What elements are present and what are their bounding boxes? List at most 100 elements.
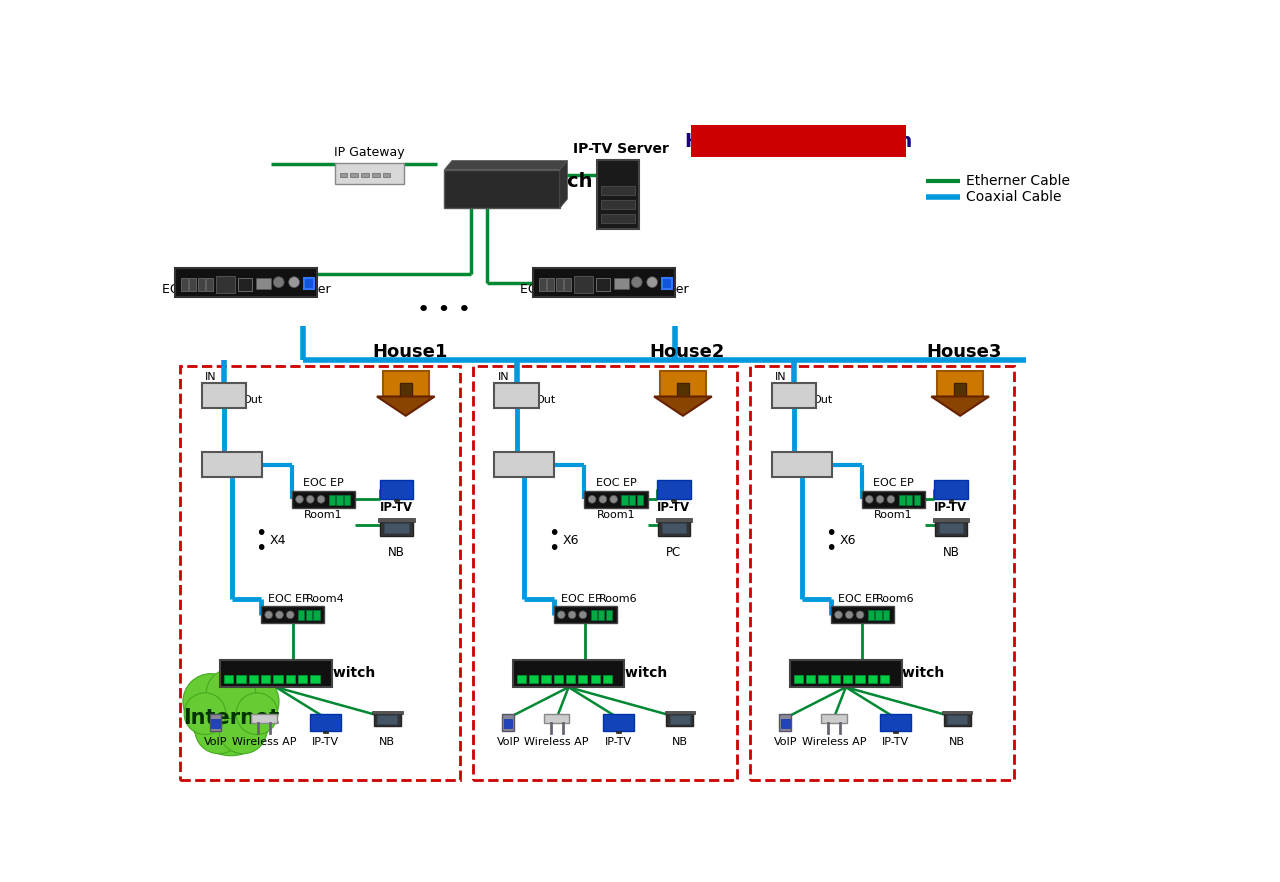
Text: EOC EP: EOC EP: [873, 478, 914, 488]
Circle shape: [191, 676, 271, 756]
Circle shape: [558, 611, 566, 618]
Text: Switch: Switch: [892, 666, 945, 680]
Bar: [324, 731, 328, 734]
Text: •: •: [548, 539, 559, 558]
Bar: [881, 714, 911, 731]
Bar: [772, 452, 832, 477]
Bar: [494, 452, 554, 477]
Text: • • •: • • •: [417, 300, 471, 320]
Text: •: •: [548, 524, 559, 542]
Bar: [947, 715, 968, 724]
Text: NB: NB: [379, 736, 396, 747]
Text: VoIP: VoIP: [204, 736, 228, 747]
Bar: [600, 200, 635, 209]
Text: Room1: Room1: [596, 511, 635, 520]
Bar: [189, 278, 196, 291]
Bar: [372, 711, 402, 714]
Bar: [310, 714, 340, 731]
Bar: [261, 675, 270, 683]
Circle shape: [206, 669, 256, 719]
Bar: [180, 366, 460, 780]
Text: IN: IN: [498, 372, 509, 382]
Bar: [517, 675, 526, 683]
Bar: [298, 675, 307, 683]
Bar: [942, 711, 973, 714]
Bar: [314, 610, 320, 620]
Bar: [955, 383, 966, 397]
Bar: [310, 675, 320, 683]
Bar: [305, 279, 314, 289]
Text: Room4: Room4: [306, 594, 346, 603]
Text: IP-TV: IP-TV: [657, 501, 690, 514]
Text: IP-TV Server: IP-TV Server: [573, 142, 669, 156]
Text: House3: House3: [927, 343, 1002, 362]
Bar: [677, 383, 689, 397]
Text: X4: X4: [270, 534, 287, 548]
Bar: [211, 719, 220, 728]
Text: •: •: [826, 524, 836, 542]
Text: Diplexer: Diplexer: [201, 391, 247, 400]
Text: Room1: Room1: [874, 511, 913, 520]
Circle shape: [631, 277, 643, 288]
Text: IP Gateway: IP Gateway: [334, 146, 404, 159]
Bar: [868, 610, 874, 620]
Circle shape: [568, 611, 576, 618]
Circle shape: [317, 496, 325, 503]
Circle shape: [275, 611, 283, 618]
Bar: [274, 675, 283, 683]
Bar: [237, 675, 246, 683]
Circle shape: [183, 674, 239, 729]
Bar: [600, 213, 635, 223]
Bar: [893, 731, 897, 734]
Circle shape: [887, 496, 895, 503]
Bar: [844, 675, 852, 683]
Text: Wireless AP: Wireless AP: [525, 736, 589, 747]
Bar: [335, 163, 404, 184]
Circle shape: [835, 611, 842, 618]
Bar: [383, 173, 390, 177]
Bar: [399, 383, 412, 397]
Text: EOC EP: EOC EP: [269, 594, 308, 603]
Bar: [590, 675, 600, 683]
Bar: [380, 480, 413, 498]
Bar: [881, 675, 890, 683]
Text: NB: NB: [672, 736, 687, 747]
Bar: [337, 495, 343, 505]
Bar: [494, 383, 539, 407]
Bar: [372, 173, 380, 177]
Bar: [256, 279, 271, 289]
Bar: [600, 186, 635, 195]
Text: Wireless AP: Wireless AP: [232, 736, 297, 747]
Text: Out: Out: [813, 395, 832, 405]
Text: Out: Out: [242, 395, 262, 405]
Text: VoIP: VoIP: [773, 736, 797, 747]
Bar: [657, 480, 691, 498]
Bar: [906, 495, 913, 505]
Bar: [831, 606, 893, 624]
Text: House2: House2: [649, 343, 724, 362]
Bar: [616, 731, 621, 734]
Bar: [948, 498, 954, 501]
Text: IN: IN: [774, 372, 786, 382]
Bar: [655, 518, 691, 521]
Bar: [216, 276, 234, 293]
Circle shape: [306, 496, 314, 503]
Bar: [339, 173, 347, 177]
Text: EOC EP: EOC EP: [303, 478, 344, 488]
Bar: [548, 278, 554, 291]
Text: IP-TV: IP-TV: [380, 501, 413, 514]
Circle shape: [223, 674, 279, 729]
Bar: [553, 606, 617, 624]
Bar: [861, 491, 924, 508]
Text: EOC Managed MDU Master: EOC Managed MDU Master: [161, 282, 330, 295]
Bar: [251, 714, 276, 722]
Bar: [667, 714, 694, 726]
Bar: [672, 498, 676, 501]
Bar: [636, 495, 643, 505]
Text: House1: House1: [372, 343, 447, 362]
Text: EOC Managed MDU Master: EOC Managed MDU Master: [520, 282, 689, 295]
Circle shape: [195, 706, 243, 754]
Bar: [220, 661, 332, 687]
Bar: [180, 278, 188, 291]
Bar: [664, 711, 695, 714]
